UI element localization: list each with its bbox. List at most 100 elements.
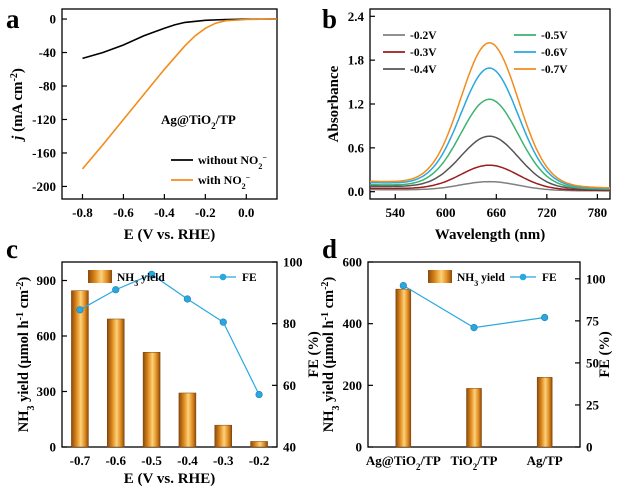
panel-c-bar-5: [250, 441, 268, 448]
panel-d-fe-point-0: [399, 281, 407, 290]
panel-c-fe-point-3: [183, 295, 192, 303]
panel-d-ytick-label: 0: [356, 440, 363, 455]
panel-a-ytick-label: -40: [39, 45, 56, 60]
panel-label-c: c: [6, 234, 18, 264]
panel-b-series-line-0: [370, 180, 610, 192]
panel-c-bar-2: [142, 352, 161, 448]
panel-b-frame: [369, 8, 611, 200]
panel-a-ytick-label: 0: [50, 12, 57, 27]
panel-d-bar-2: [536, 377, 553, 448]
panel-d-y2tick-label: 100: [586, 271, 606, 286]
panel-a-ytick-label: -120: [32, 112, 56, 127]
panel-b-series-line-5: [370, 42, 610, 189]
panel-a-legend-label: with NO2−: [198, 173, 251, 191]
panel-a-legend-label: without NO2−: [198, 153, 267, 171]
panel-a-xtick-label: -0.8: [72, 205, 93, 220]
panel-c-xtick-label: -0.4: [177, 453, 198, 468]
panel-d-bar-1: [466, 388, 482, 448]
panel-d-y2tick-label: 25: [586, 397, 600, 412]
panel-c-xtick-label: -0.6: [105, 453, 126, 468]
panel-d-y2tick-label: 0: [586, 440, 593, 455]
panel-b-series-line-2: [369, 135, 610, 191]
panel-b-ytick-label: 1.2: [348, 97, 364, 112]
panel-c-frame: [61, 261, 278, 448]
panel-d-ylabel: NH3 yield (μmol h-1 cm-2): [320, 277, 342, 433]
panel-a-xtick-label: -0.4: [154, 205, 175, 220]
panel-d-xtick-label: TiO2/TP: [451, 453, 498, 472]
panel-b-legend-label: -0.3V: [410, 47, 437, 59]
panel-c-xtick-label: -0.5: [141, 453, 162, 468]
panel-c-ytick-label: 600: [37, 329, 57, 344]
panel-b-xtick-label: 780: [588, 205, 608, 220]
panel-c-xtick-label: -0.7: [70, 453, 91, 468]
panel-b-ylabel: Absorbance: [326, 65, 342, 142]
panel-c-y2tick-label: 100: [283, 255, 303, 270]
panel-b-ytick-label: 2.4: [348, 9, 365, 24]
panel-c-y2label: FE (%): [306, 331, 322, 377]
panel-a-ytick-label: -200: [32, 179, 56, 194]
panel-a-annotation: Ag@TiO2/TP: [161, 112, 236, 131]
panel-a-series-line-0: [82, 18, 278, 60]
panel-d-y2label: FE (%): [597, 331, 613, 377]
panel-c-fe-point-5: [255, 390, 263, 399]
panel-c-ytick-label: 300: [37, 384, 57, 399]
panel-b-series-line-4: [369, 67, 611, 190]
panel-c-ytick-label: 900: [37, 273, 57, 288]
panel-d-fe-point-2: [541, 313, 549, 322]
panel-d-ytick-label: 200: [343, 378, 363, 393]
panel-c-xtick-label: -0.2: [249, 453, 270, 468]
panel-d-xtick-label: Ag/TP: [527, 453, 563, 468]
panel-label-a: a: [6, 4, 20, 34]
panel-a-ylabel: j (mA cm-2): [9, 68, 27, 142]
panel-a-ytick-label: -160: [32, 145, 56, 160]
panel-c-xlabel: E (V vs. RHE): [124, 471, 215, 487]
panel-c-y2tick-label: 60: [283, 378, 296, 393]
panel-b-xtick-label: 720: [537, 205, 557, 220]
panel-b-xtick-label: 540: [386, 205, 406, 220]
panel-b-legend-label: -0.4V: [410, 64, 437, 76]
panel-c-legend-fe-marker: [219, 273, 227, 281]
panel-d-xtick-label: Ag@TiO2/TP: [366, 453, 441, 472]
panel-c-bar-0: [71, 290, 89, 448]
panel-a-xtick-label: -0.6: [113, 205, 134, 220]
panel-c-bar-4: [214, 424, 232, 448]
panel-a-xtick-label: -0.2: [195, 205, 216, 220]
panel-c-y2tick-label: 80: [283, 316, 296, 331]
panel-c-legend-fe-label: FE: [242, 272, 257, 284]
panel-b-legend-label: -0.6V: [541, 47, 568, 59]
panel-label-b: b: [322, 4, 337, 34]
panel-d-fe-line: [403, 285, 545, 329]
panel-d-legend-fe-marker: [519, 273, 527, 281]
panel-b-series-line-1: [370, 164, 610, 192]
panel-b-xtick-label: 660: [487, 205, 507, 220]
panel-a-xtick-label: 0.0: [238, 205, 254, 220]
panel-c-legend-bar-label: NH3 yield: [117, 272, 165, 288]
panel-c-ytick-label: 0: [50, 440, 57, 455]
panel-b-legend-label: -0.2V: [410, 30, 437, 42]
panel-c-bar-3: [178, 392, 197, 448]
panel-b-xtick-label: 600: [436, 205, 456, 220]
panel-d-ytick-label: 400: [343, 316, 363, 331]
panel-c-fe-point-0: [76, 306, 84, 314]
panel-d-legend-bar-swatch: [428, 270, 452, 283]
panel-d-legend-bar-label: NH3 yield: [457, 272, 505, 288]
panel-c-fe-point-4: [219, 318, 227, 326]
panel-label-d: d: [322, 234, 337, 264]
panel-a-series-line-1: [81, 18, 278, 170]
panel-c-bar-1: [107, 318, 125, 448]
panel-d-fe-point-1: [470, 323, 478, 332]
panel-d-y2tick-label: 50: [586, 355, 599, 370]
panel-a-xlabel: E (V vs. RHE): [124, 227, 215, 243]
panel-b-ytick-label: 0.0: [348, 184, 364, 199]
panel-d-legend-fe-label: FE: [542, 272, 557, 284]
panel-b-ytick-label: 0.6: [348, 140, 365, 155]
panel-c-y2tick-label: 40: [283, 440, 296, 455]
panel-b-ytick-label: 1.8: [348, 53, 365, 68]
panel-d-y2tick-label: 75: [586, 313, 600, 328]
panel-b-series-line-3: [369, 98, 610, 190]
panel-c-fe-point-1: [112, 286, 120, 294]
panel-c-fe-line: [79, 273, 260, 395]
panel-b-legend-label: -0.5V: [541, 30, 568, 42]
panel-a-frame: [61, 8, 278, 200]
